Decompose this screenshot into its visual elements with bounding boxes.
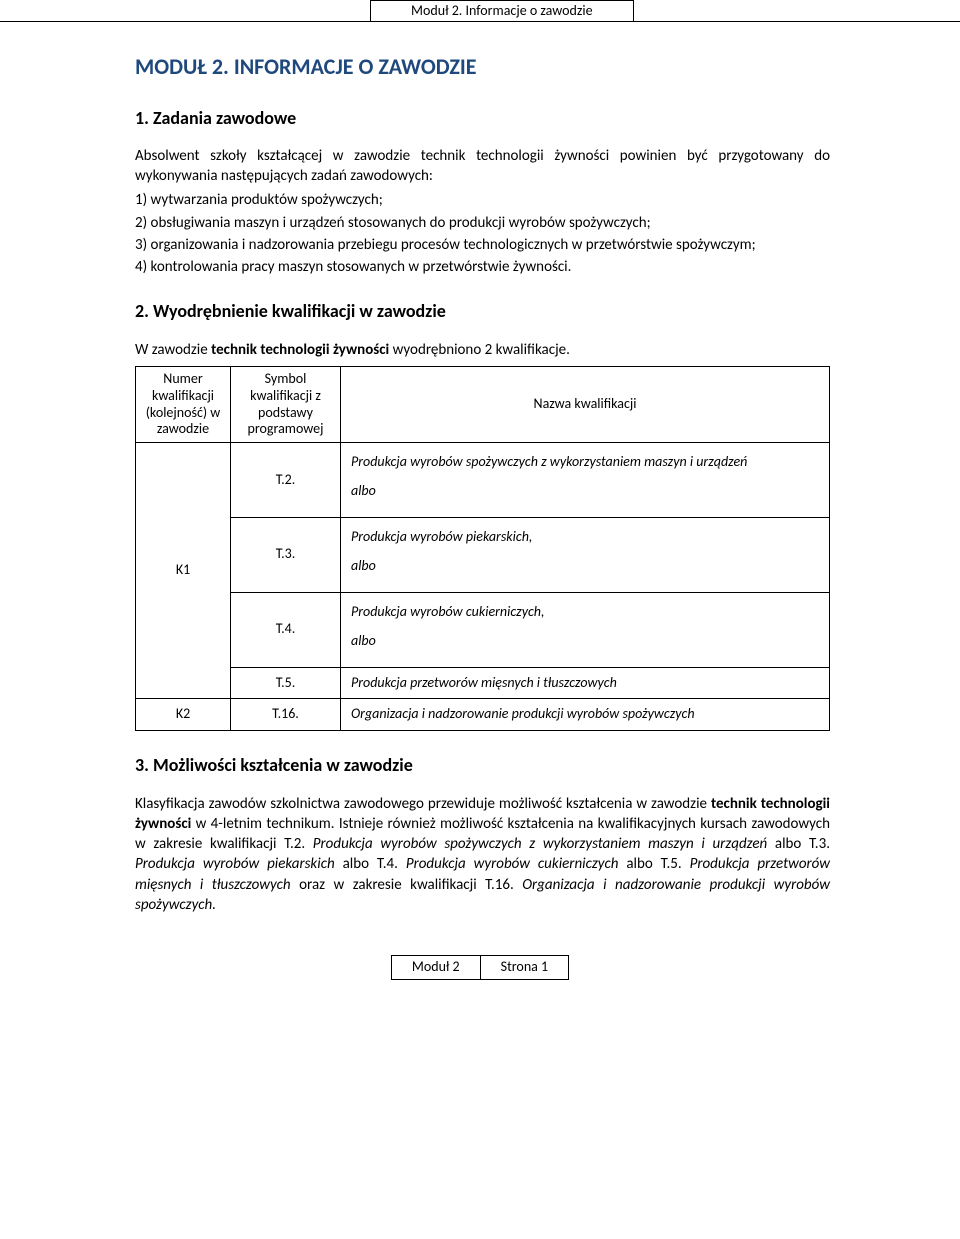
- k2-sym: T.16.: [231, 699, 341, 731]
- k1-name-2: Produkcja wyrobów piekarskich, albo: [341, 518, 830, 593]
- table-row: T.3. Produkcja wyrobów piekarskich, albo: [136, 518, 830, 593]
- section-1-heading: 1. Zadania zawodowe: [135, 106, 830, 130]
- table-header-col2: Symbol kwalifikacji z podstawy programow…: [231, 367, 341, 443]
- footer-module: Moduł 2: [391, 955, 481, 980]
- section-2: 2. Wyodrębnienie kwalifikacji w zawodzie…: [135, 299, 830, 731]
- section-2-intro: W zawodzie technik technologii żywności …: [135, 340, 830, 360]
- k1-sym-4: T.5.: [231, 667, 341, 699]
- s3-text: oraz w zakresie kwalifikacji T.16.: [291, 876, 523, 894]
- k2-num: K2: [136, 699, 231, 731]
- footer-page: Strona 1: [481, 955, 569, 980]
- qualifications-table: Numer kwalifikacji (kolejność) w zawodzi…: [135, 366, 830, 731]
- s3-italic: Produkcja wyrobów cukierniczych: [406, 855, 627, 873]
- list-item: 1) wytwarzania produktów spożywczych;: [135, 190, 830, 210]
- section-3: 3. Możliwości kształcenia w zawodzie Kla…: [135, 753, 830, 915]
- albo-text: albo: [351, 482, 819, 501]
- albo-text: albo: [351, 557, 819, 576]
- table-row: T.4. Produkcja wyrobów cukierniczych, al…: [136, 592, 830, 667]
- header-rule-right: [634, 0, 960, 22]
- section-2-intro-suffix: wyodrębniono 2 kwalifikacje.: [389, 341, 570, 359]
- list-item: 2) obsługiwania maszyn i urządzeń stosow…: [135, 213, 830, 233]
- s3-text: Klasyfikacja zawodów szkolnictwa zawodow…: [135, 795, 711, 813]
- section-1: 1. Zadania zawodowe Absolwent szkoły ksz…: [135, 106, 830, 278]
- section-3-body: Klasyfikacja zawodów szkolnictwa zawodow…: [135, 794, 830, 916]
- module-title: MODUŁ 2. INFORMACJE O ZAWODZIE: [135, 52, 830, 82]
- k2-name: Organizacja i nadzorowanie produkcji wyr…: [341, 699, 830, 731]
- k1-name-1: Produkcja wyrobów spożywczych z wykorzys…: [341, 443, 830, 518]
- k1-sym-1: T.2.: [231, 443, 341, 518]
- table-row: T.5. Produkcja przetworów mięsnych i tłu…: [136, 667, 830, 699]
- page-footer: Moduł 2 Strona 1: [0, 955, 960, 980]
- section-2-intro-bold: technik technologii żywności: [211, 341, 389, 359]
- list-item: 3) organizowania i nadzorowania przebieg…: [135, 235, 830, 255]
- section-3-heading: 3. Możliwości kształcenia w zawodzie: [135, 753, 830, 777]
- s3-italic: Produkcja wyrobów spożywczych z wykorzys…: [313, 835, 767, 853]
- section-1-intro: Absolwent szkoły kształcącej w zawodzie …: [135, 146, 830, 187]
- section-2-intro-prefix: W zawodzie: [135, 341, 211, 359]
- section-1-list: 1) wytwarzania produktów spożywczych; 2)…: [135, 190, 830, 277]
- albo-text: albo: [351, 632, 819, 651]
- s3-text: albo T.5.: [626, 855, 689, 873]
- qual-name: Produkcja wyrobów cukierniczych,: [351, 603, 819, 622]
- header-title: Moduł 2. Informacje o zawodzie: [411, 2, 593, 21]
- table-header-col3: Nazwa kwalifikacji: [341, 367, 830, 443]
- table-header-col1: Numer kwalifikacji (kolejność) w zawodzi…: [136, 367, 231, 443]
- header-title-box: Moduł 2. Informacje o zawodzie: [370, 0, 634, 22]
- table-row: K2 T.16. Organizacja i nadzorowanie prod…: [136, 699, 830, 731]
- s3-text: albo T.3.: [767, 835, 830, 853]
- k1-name-3: Produkcja wyrobów cukierniczych, albo: [341, 592, 830, 667]
- k1-name-4: Produkcja przetworów mięsnych i tłuszczo…: [341, 667, 830, 699]
- page-header-band: Moduł 2. Informacje o zawodzie: [0, 0, 960, 22]
- s3-italic: Produkcja wyrobów piekarskich: [135, 855, 335, 873]
- list-item: 4) kontrolowania pracy maszyn stosowanyc…: [135, 257, 830, 277]
- k1-sym-3: T.4.: [231, 592, 341, 667]
- s3-text: albo T.4.: [335, 855, 406, 873]
- qual-name: Produkcja wyrobów spożywczych z wykorzys…: [351, 453, 819, 472]
- k1-num: K1: [136, 443, 231, 699]
- footer-box: Moduł 2 Strona 1: [391, 955, 569, 980]
- header-rule-left: [0, 0, 370, 22]
- table-row: K1 T.2. Produkcja wyrobów spożywczych z …: [136, 443, 830, 518]
- section-2-heading: 2. Wyodrębnienie kwalifikacji w zawodzie: [135, 299, 830, 323]
- qual-name: Produkcja wyrobów piekarskich,: [351, 528, 819, 547]
- k1-sym-2: T.3.: [231, 518, 341, 593]
